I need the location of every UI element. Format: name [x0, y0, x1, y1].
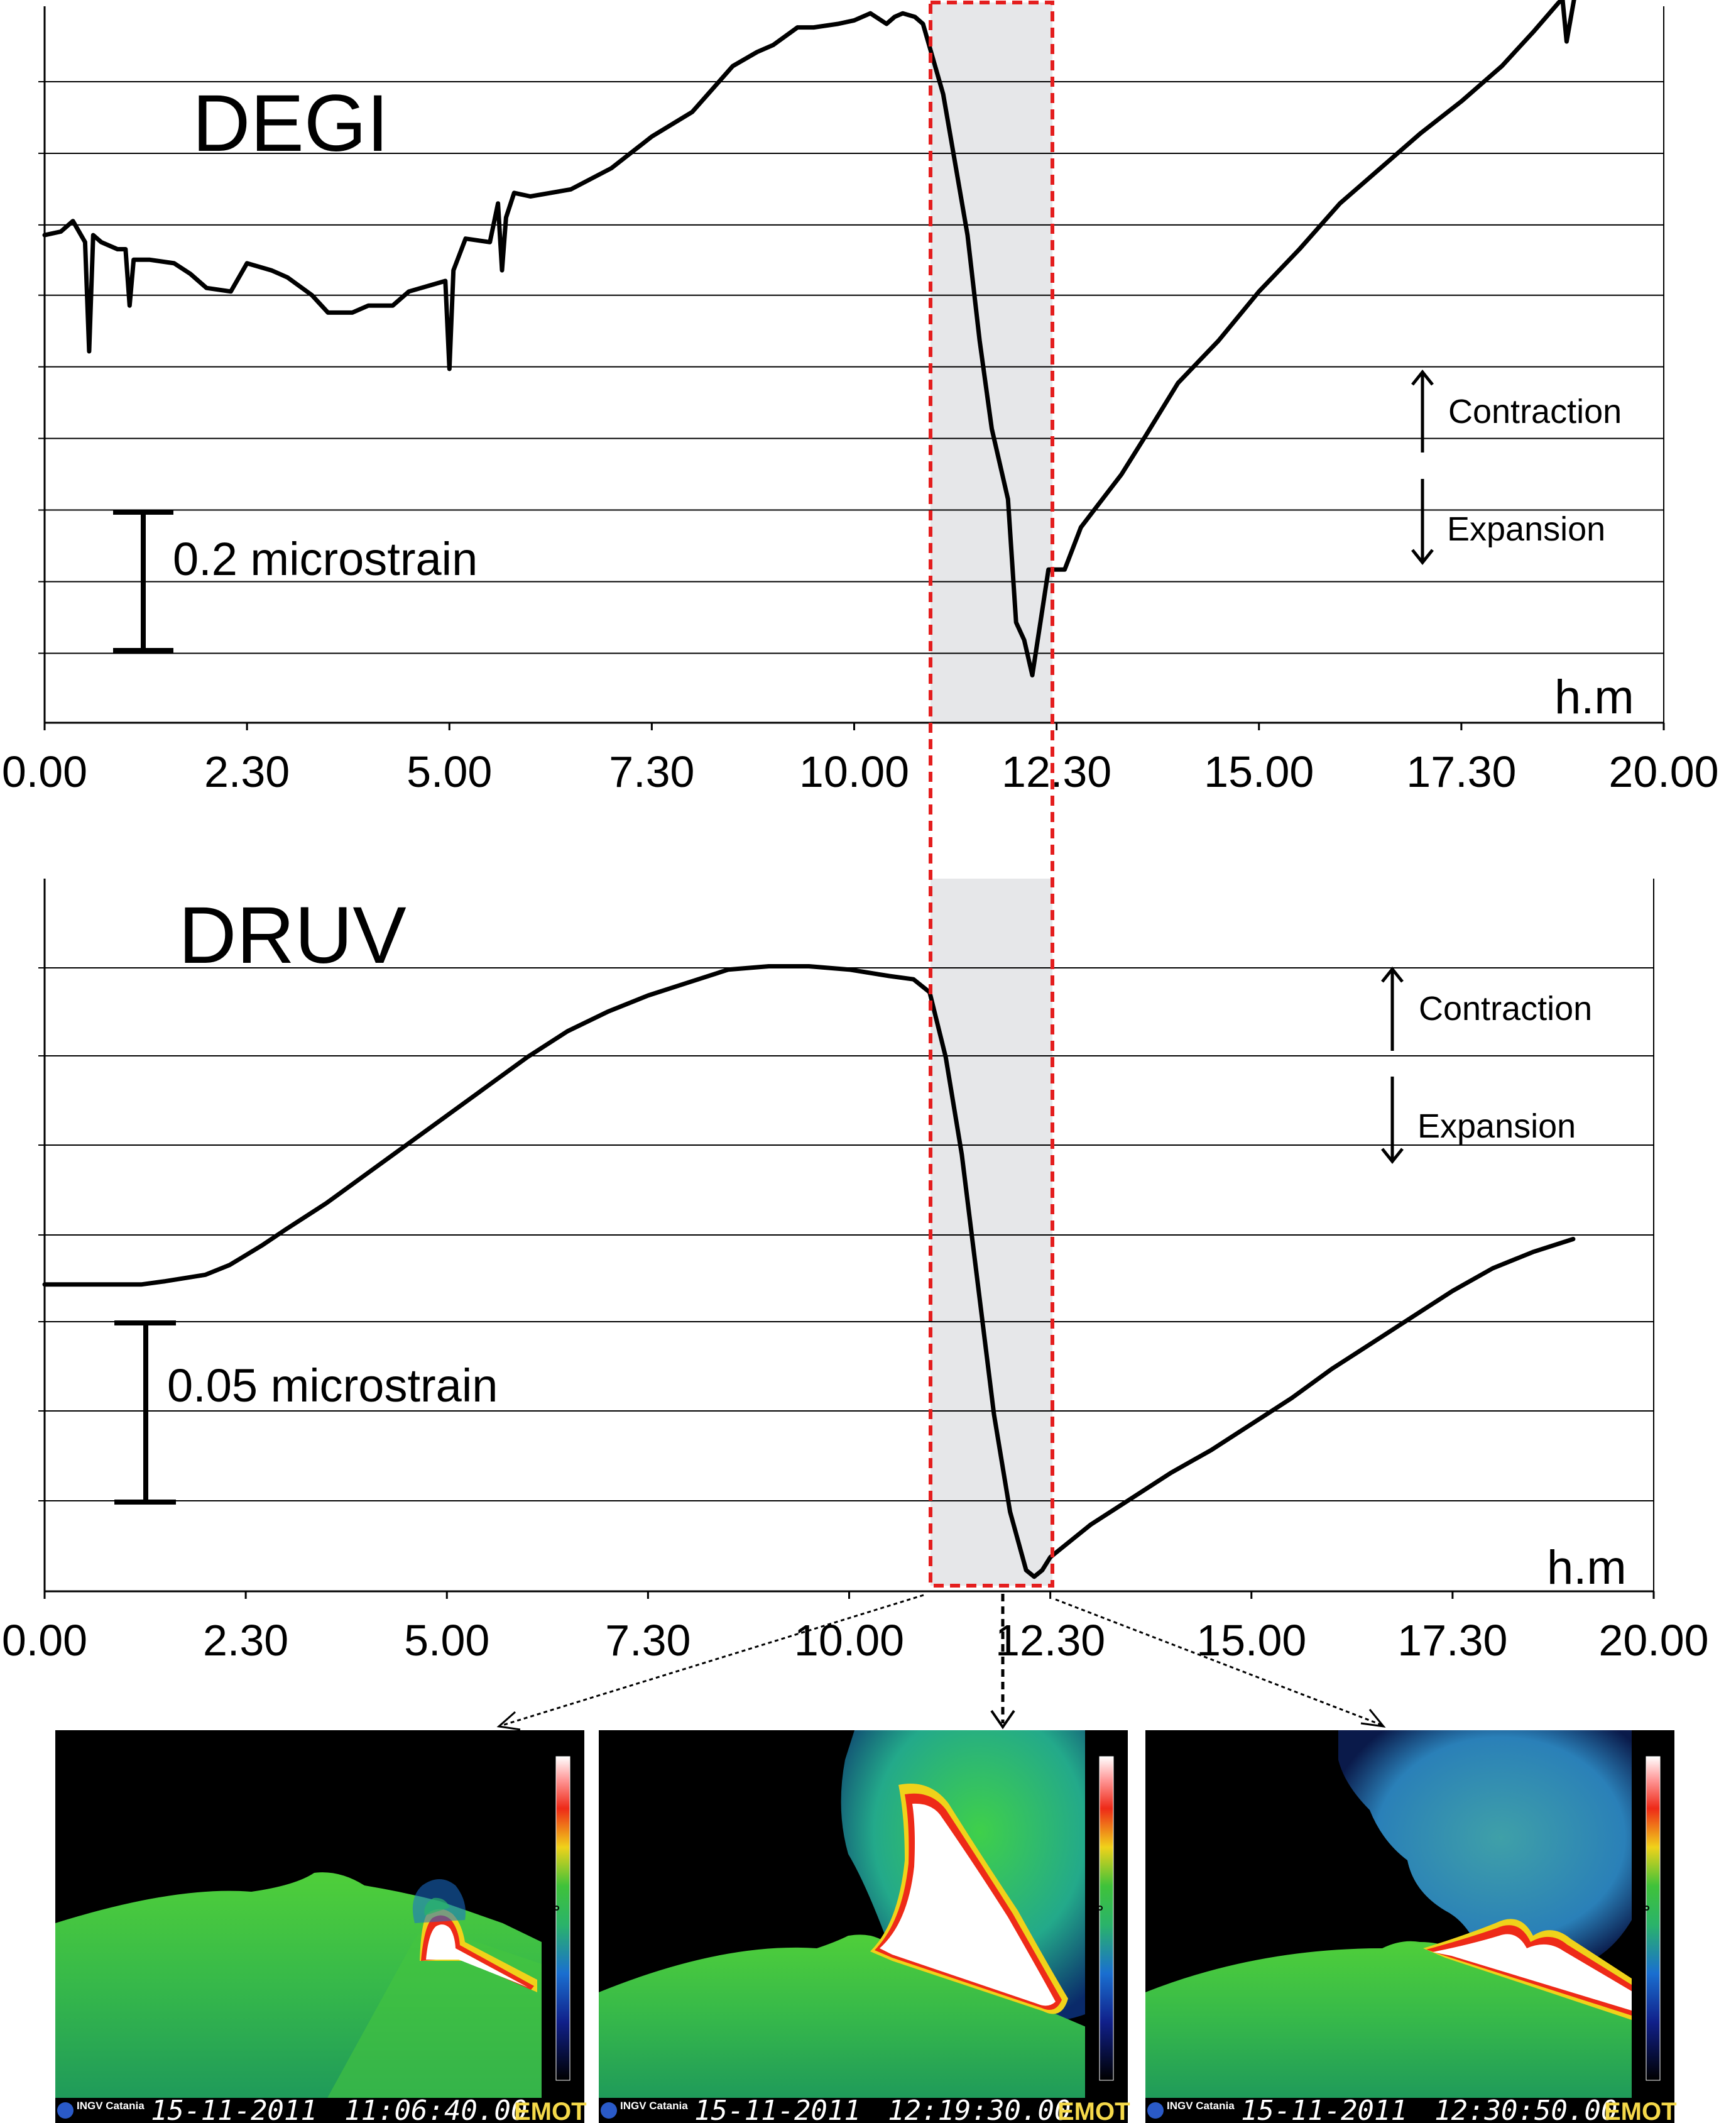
druv-x-tick-label: 5.00	[404, 1616, 489, 1665]
degi-x-unit-label: h.m	[1554, 671, 1634, 724]
druv-x-tick-label: 7.30	[605, 1616, 691, 1665]
thermal-2-camera: EMOT	[1057, 2098, 1130, 2123]
thermal-1-scale-mid: C°	[542, 1902, 560, 1921]
degi-title: DEGI	[192, 79, 389, 168]
degi-highlight-band	[931, 3, 1052, 723]
degi-x-tick-label: 5.00	[407, 747, 492, 796]
thermal-image-2: INGV Catania	[599, 1730, 1128, 2123]
druv-scale-bar-label: 0.05 microstrain	[167, 1359, 498, 1412]
degi-x-ticks: 0.00 2.30 5.00 7.30 10.00 12.30 15.00 17.30 20.0…	[2, 723, 1719, 796]
thermal-3-time: 12:30:50.00	[1434, 2095, 1617, 2123]
druv-x-tick-label: 12.30	[995, 1616, 1105, 1665]
druv-expansion-label: Expansion	[1417, 1107, 1576, 1145]
druv-series-line	[42, 964, 1576, 1579]
thermal-2-scale-mid: C°	[1085, 1902, 1103, 1921]
druv-y-ticks	[38, 967, 45, 1501]
thermal-3-date: 15-11-2011	[1241, 2095, 1407, 2123]
degi-chart: 0.00 2.30 5.00 7.30 10.00 12.30 15.00 17.30 20.0…	[2, 0, 1719, 796]
degi-expansion-arrow	[1411, 479, 1434, 566]
thermal-1-scale-min: -20	[553, 2081, 577, 2100]
druv-x-tick-label: 0.00	[2, 1616, 87, 1665]
thermal-2-date: 15-11-2011	[694, 2095, 861, 2123]
thermal-2-scale-min: -20	[1096, 2081, 1120, 2100]
degi-contraction-label: Contraction	[1448, 393, 1622, 431]
druv-title: DRUV	[178, 891, 407, 980]
druv-x-tick-label: 10.00	[794, 1616, 904, 1665]
druv-x-ticks: 0.00 2.30 5.00 7.30 10.00 12.30 15.00 17.30 20.0…	[2, 1591, 1709, 1665]
degi-x-tick-label: 15.00	[1204, 747, 1314, 796]
thermal-1-time: 11:06:40.00	[344, 2095, 527, 2123]
thermal-1-scale-max: 80	[553, 1734, 571, 1753]
degi-x-tick-label: 7.30	[609, 747, 694, 796]
druv-contraction-label: Contraction	[1419, 990, 1592, 1028]
degi-x-tick-label: 2.30	[204, 747, 290, 796]
druv-x-tick-label: 2.30	[203, 1616, 288, 1665]
eruption-window-highlight	[929, 1, 1054, 1588]
degi-x-tick-label: 12.30	[1002, 747, 1111, 796]
thermal-3-scale-mid: C°	[1632, 1902, 1650, 1921]
druv-expansion-arrow	[1381, 1077, 1404, 1165]
degi-contraction-arrow	[1411, 369, 1434, 453]
degi-series-line	[42, 0, 1576, 677]
degi-x-tick-label: 0.00	[2, 747, 87, 796]
degi-x-tick-label: 10.00	[799, 747, 909, 796]
degi-y-ticks	[38, 81, 45, 654]
thermal-3-scale-max: 80	[1643, 1734, 1661, 1753]
degi-scale-bar	[113, 510, 173, 653]
thermal-1-camera: EMOT	[514, 2098, 587, 2123]
druv-chart: 0.00 2.30 5.00 7.30 10.00 12.30 15.00 17.30 20.0…	[2, 879, 1709, 1665]
druv-highlight-band	[931, 879, 1052, 1586]
thermal-2-logo: INGV Catania	[620, 2100, 688, 2112]
degi-expansion-label: Expansion	[1447, 510, 1605, 548]
druv-gridlines	[45, 967, 1654, 1501]
thermal-image-3: INGV Catania	[1145, 1730, 1674, 2123]
druv-x-unit-label: h.m	[1547, 1541, 1627, 1594]
thermal-2-time: 12:19:30.00	[888, 2095, 1071, 2123]
image-connector-arrows	[496, 1594, 1386, 1731]
degi-x-tick-label: 20.00	[1608, 747, 1718, 796]
degi-x-tick-label: 17.30	[1406, 747, 1516, 796]
thermal-1-date: 15-11-2011	[151, 2095, 317, 2123]
druv-x-tick-label: 17.30	[1397, 1616, 1507, 1665]
thermal-3-camera: EMOT	[1604, 2098, 1677, 2123]
druv-scale-bar	[114, 1320, 176, 1505]
thermal-1-logo: INGV Catania	[77, 2100, 145, 2112]
druv-x-tick-label: 15.00	[1196, 1616, 1306, 1665]
druv-contraction-arrow	[1381, 966, 1404, 1051]
thermal-3-logo: INGV Catania	[1167, 2100, 1235, 2112]
degi-scale-bar-label: 0.2 microstrain	[173, 533, 478, 585]
thermal-3-scale-min: -20	[1643, 2081, 1667, 2100]
druv-x-tick-label: 20.00	[1598, 1616, 1708, 1665]
thermal-2-scale-max: 80	[1096, 1734, 1115, 1753]
thermal-image-1: INGV Catania	[55, 1730, 584, 2123]
